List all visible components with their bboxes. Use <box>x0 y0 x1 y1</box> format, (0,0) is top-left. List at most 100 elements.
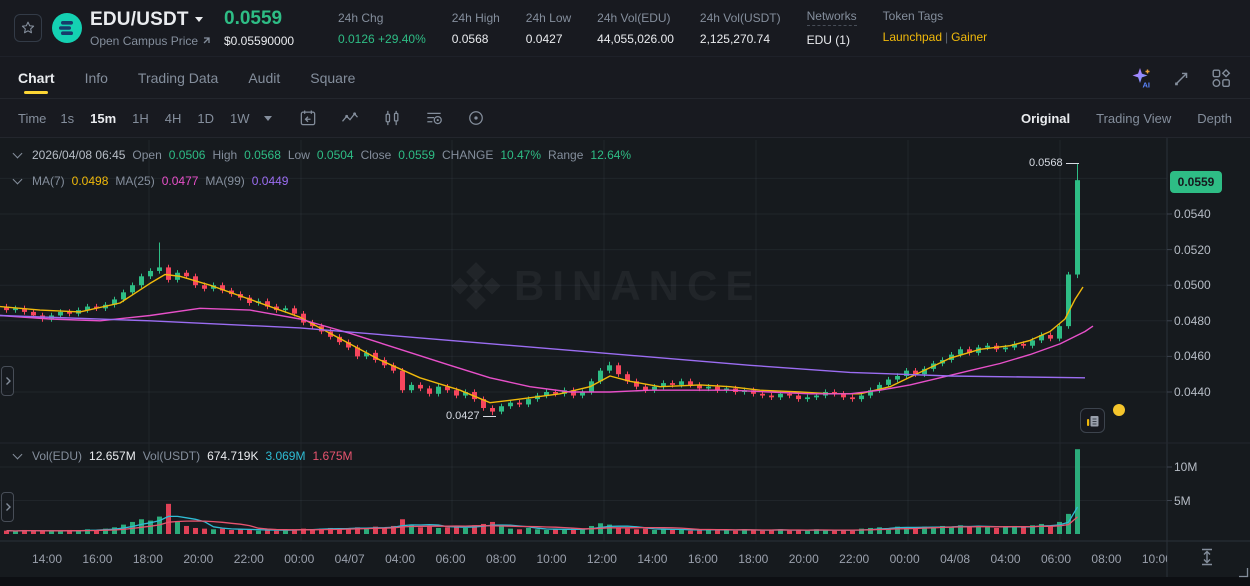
time-axis-label: 08:00 <box>486 552 517 566</box>
volume-pane-toggle-button[interactable] <box>1 492 14 522</box>
ohlc-label: CHANGE <box>441 148 494 162</box>
price-axis-label: 0.0440 <box>1174 385 1211 399</box>
time-axis-label: 18:00 <box>738 552 769 566</box>
price-axis[interactable]: 0.0540 0.0520 0.0500 0.0480 0.0460 0.0440 10M 5… <box>1167 138 1250 541</box>
interval-1w[interactable]: 1W <box>230 110 250 126</box>
news-feed-button[interactable] <box>1080 408 1105 433</box>
favorite-star-button[interactable] <box>14 14 42 42</box>
vol-value: 3.069M <box>265 449 306 463</box>
ma-label[interactable]: MA(99) <box>205 174 245 188</box>
time-axis-label: 04:00 <box>990 552 1021 566</box>
axis-scale-button[interactable] <box>1196 545 1218 572</box>
stat-value: 0.0427 <box>525 31 563 46</box>
token-tag-link[interactable]: Gainer <box>951 30 988 44</box>
time-axis-label: 20:00 <box>183 552 214 566</box>
ma-label[interactable]: MA(25) <box>115 174 155 188</box>
header-stats: 24h Chg 0.0126 +29.40% 24h High 0.0568 24h L… <box>338 11 781 46</box>
collapse-chevron-icon[interactable] <box>12 174 23 185</box>
interval-4h[interactable]: 4H <box>164 110 182 126</box>
chart-toolbar: Time 1s 15m 1H 4H 1D 1W <box>0 99 1250 138</box>
price-axis-label: 0.0540 <box>1174 207 1211 221</box>
mode-original[interactable]: Original <box>1021 110 1071 126</box>
candlesticks-icon <box>385 110 399 126</box>
tab-audit[interactable]: Audit <box>248 69 281 86</box>
ai-assistant-button[interactable]: AI <box>1130 66 1154 90</box>
mode-trading-view[interactable]: Trading View <box>1096 110 1172 126</box>
last-price: 0.0559 <box>224 8 283 29</box>
interval-1d[interactable]: 1D <box>197 110 215 126</box>
display-settings-button[interactable] <box>424 108 444 128</box>
stat-label: 24h High <box>451 10 500 25</box>
expand-arrow-icon <box>1175 72 1188 85</box>
tag-separator: | <box>945 30 949 44</box>
ohlc-label: Low <box>287 148 310 162</box>
ma-value: 0.0498 <box>71 174 109 188</box>
interval-1s[interactable]: 1s <box>60 110 75 126</box>
time-axis-label: 22:00 <box>839 552 870 566</box>
stat-column: 24h Chg 0.0126 +29.40% <box>338 11 426 46</box>
tab-info[interactable]: Info <box>84 69 108 86</box>
time-axis-label: 00:00 <box>284 552 315 566</box>
time-axis-label: 10:00 <box>1141 552 1167 566</box>
token-tags-label: Token Tags <box>882 9 944 23</box>
time-label: Time <box>18 110 47 126</box>
time-axis-label: 00:00 <box>889 552 920 566</box>
stat-label: 24h Vol(USDT) <box>699 10 781 25</box>
widgets-button[interactable] <box>1210 67 1232 89</box>
price-pane-toggle-button[interactable] <box>1 366 14 396</box>
ohlc-value: 10.47% <box>500 148 542 162</box>
time-axis-label: 08:00 <box>1091 552 1122 566</box>
watermark-text: BINANCE <box>514 262 762 309</box>
usd-price: $0.05590000 <box>224 34 295 48</box>
stat-column: 24h High 0.0568 <box>452 11 500 46</box>
fullscreen-button[interactable] <box>1172 68 1192 88</box>
ma-legend: MA(7) 0.0498 MA(25) 0.0477 MA(99) 0.0449 <box>12 174 288 188</box>
candle-style-button[interactable] <box>382 108 402 128</box>
vol-value: 1.675M <box>312 449 353 463</box>
current-price-badge: 0.0559 <box>1170 171 1222 193</box>
mode-depth[interactable]: Depth <box>1197 110 1232 126</box>
pair-selector[interactable]: EDU/USDT <box>90 9 216 31</box>
tab-trading-data[interactable]: Trading Data <box>137 69 219 86</box>
networks-label[interactable]: Networks <box>806 9 857 26</box>
interval-dropdown-caret-icon[interactable] <box>263 115 272 121</box>
widgets-grid-icon <box>1212 68 1231 87</box>
stat-column: 24h Low 0.0427 <box>526 11 571 46</box>
collapse-chevron-icon[interactable] <box>12 148 23 159</box>
time-axis-label: 14:00 <box>637 552 668 566</box>
price-axis-label: 0.0480 <box>1174 313 1211 328</box>
time-axis-label: 20:00 <box>788 552 819 566</box>
time-axis-label: 14:00 <box>31 552 63 566</box>
collapse-chevron-icon[interactable] <box>12 449 23 460</box>
binance-logo-icon <box>451 262 501 310</box>
ma-label[interactable]: MA(7) <box>32 174 65 188</box>
ohlc-label: Open <box>132 148 162 162</box>
indicators-button[interactable] <box>340 108 360 128</box>
edu-token-logo <box>52 13 82 43</box>
candlestick-chart[interactable] <box>0 138 1250 586</box>
pair-subtitle-link[interactable]: Open Campus Price <box>90 34 216 48</box>
ohlc-value: 0.0559 <box>398 148 435 162</box>
tab-chart[interactable]: Chart <box>18 57 55 98</box>
token-tag-link[interactable]: Launchpad <box>882 30 943 44</box>
time-axis[interactable]: 14:00 16:00 18:00 20:00 22:00 00:00 04/07 04:00… <box>0 543 1167 577</box>
low-price-annotation: 0.0427 <box>446 410 496 422</box>
ohlc-legend: 2026/04/08 06:45 Open 0.0506 High 0.0568 Low 0… <box>12 148 631 162</box>
tab-square[interactable]: Square <box>310 69 356 86</box>
vol-value: 12.657M <box>89 449 136 463</box>
time-axis-label: 06:00 <box>1040 552 1072 566</box>
chart-settings-button[interactable] <box>466 108 486 128</box>
pair-dropdown-caret-icon <box>194 17 203 22</box>
stat-label: 24h Vol(EDU) <box>597 10 671 25</box>
interval-1h[interactable]: 1H <box>132 110 149 126</box>
star-icon <box>21 21 35 34</box>
line-chart-icon <box>341 112 358 122</box>
date-range-button[interactable] <box>298 108 318 128</box>
ai-sparkle-icon: AI <box>1132 67 1150 89</box>
resize-corner-icon[interactable] <box>1238 565 1249 583</box>
time-axis-label: 22:00 <box>233 552 264 566</box>
notification-dot <box>1113 404 1125 416</box>
vol-label: Vol(EDU) <box>32 449 83 463</box>
interval-15m[interactable]: 15m <box>90 110 117 126</box>
bottom-strip <box>0 577 1250 586</box>
